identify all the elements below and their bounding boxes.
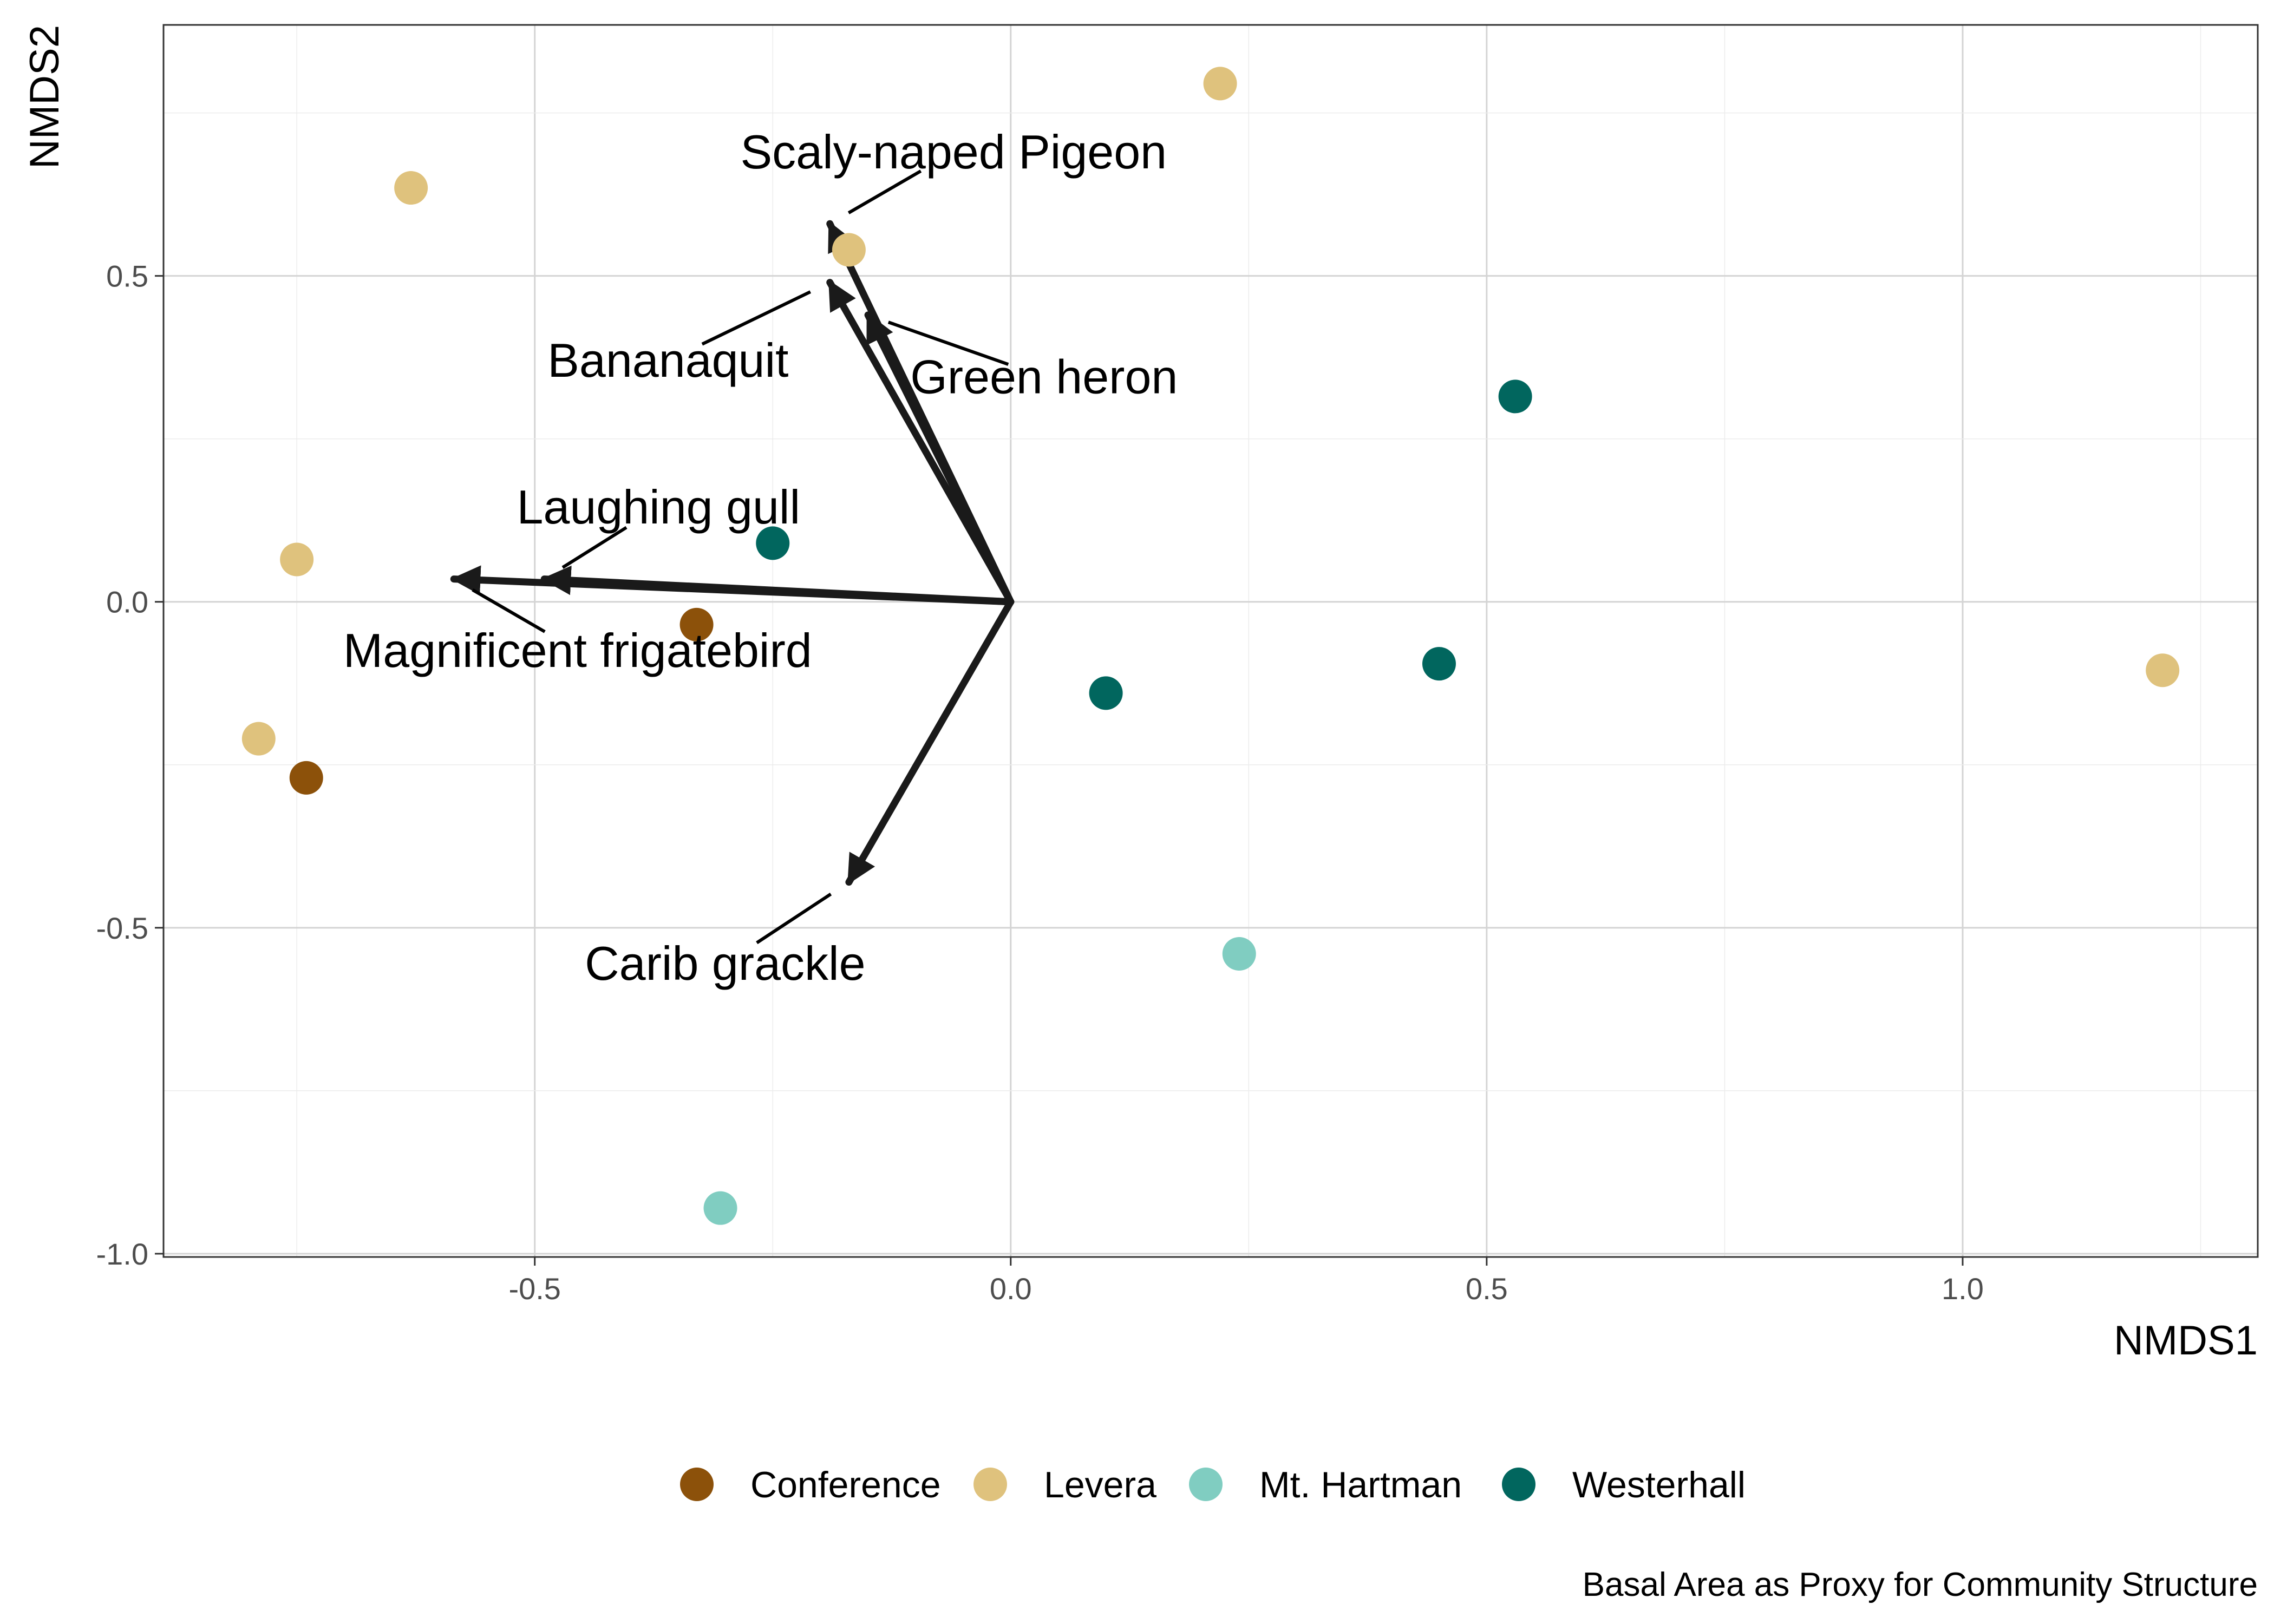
vector-label: Carib grackle <box>585 937 865 990</box>
data-point <box>1422 647 1456 681</box>
site-points <box>241 67 2180 1225</box>
legend-key <box>1189 1468 1223 1501</box>
vector-label: Bananaquit <box>547 333 788 387</box>
grid-lines <box>164 25 2258 1257</box>
y-axis-title: NMDS2 <box>22 25 68 169</box>
x-tick-label: 0.5 <box>1466 1272 1508 1306</box>
vector-label-leader <box>701 290 812 346</box>
axes: -0.5 0.0 0.5 1.0 -1.0 -0.5 0.0 0.5 <box>96 259 1984 1306</box>
vector-label: Green heron <box>910 350 1178 403</box>
data-point <box>2146 653 2180 687</box>
data-point <box>280 542 314 577</box>
vector-label-leader <box>756 893 832 945</box>
y-tick-label: -0.5 <box>96 911 149 945</box>
legend: Conference Levera Mt. Hartman Westerhall <box>680 1464 1746 1505</box>
vector-label: Magnificent frigatebird <box>343 624 812 677</box>
panel-border <box>162 24 2259 1258</box>
legend-label: Conference <box>750 1464 941 1505</box>
legend-label: Levera <box>1044 1464 1156 1505</box>
vector-label-leader <box>887 320 1009 366</box>
x-axis-title: NMDS1 <box>2114 1318 2258 1364</box>
vector-label-leader <box>561 526 628 569</box>
vector-arrow <box>845 598 1015 886</box>
x-tick-label: 1.0 <box>1942 1272 1984 1306</box>
legend-key <box>680 1468 714 1501</box>
chart-caption: Basal Area as Proxy for Community Struct… <box>1583 1566 2258 1603</box>
data-point <box>703 1191 737 1225</box>
species-vectors <box>450 220 1015 886</box>
vector-arrow <box>864 311 1015 606</box>
vector-label: Laughing gull <box>517 480 800 534</box>
y-tick-label: 0.5 <box>106 259 148 293</box>
data-point <box>1222 937 1256 971</box>
vector-label: Scaly-naped Pigeon <box>740 125 1167 179</box>
legend-key <box>973 1468 1007 1501</box>
vector-label-leader <box>472 588 546 633</box>
legend-label: Mt. Hartman <box>1259 1464 1462 1505</box>
data-point <box>241 722 276 756</box>
data-point <box>832 233 866 267</box>
vector-label-leader <box>847 169 922 214</box>
data-point <box>679 607 714 641</box>
x-tick-label: -0.5 <box>508 1272 561 1306</box>
legend-label: Westerhall <box>1572 1464 1746 1505</box>
species-vector-labels: Scaly-naped Pigeon Bananaquit Green heron L… <box>343 125 1178 990</box>
data-point <box>1203 67 1237 101</box>
legend-key <box>1502 1468 1535 1501</box>
y-tick-label: -1.0 <box>96 1237 149 1271</box>
data-point <box>756 526 790 560</box>
data-point <box>289 761 323 795</box>
x-tick-label: 0.0 <box>990 1272 1032 1306</box>
vector-arrow <box>450 565 1015 606</box>
data-point <box>394 171 428 205</box>
y-tick-label: 0.0 <box>106 585 148 619</box>
data-point <box>1498 379 1532 414</box>
data-point <box>1089 676 1123 710</box>
panel-background <box>164 25 2258 1257</box>
